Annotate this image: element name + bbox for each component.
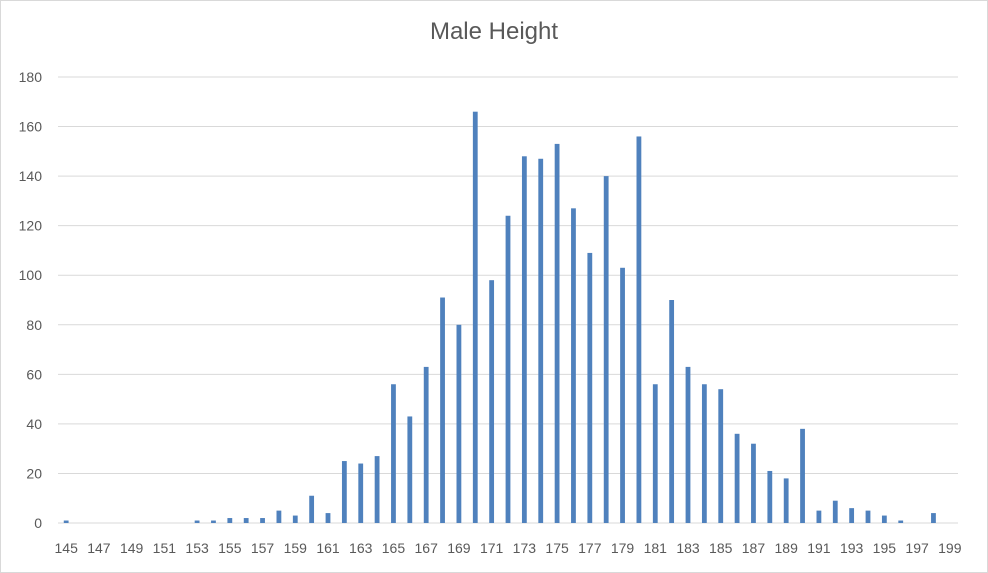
y-tick-label: 20	[26, 465, 42, 481]
bar-181	[652, 384, 658, 523]
x-tick-label: 199	[938, 540, 962, 556]
bar-153	[194, 520, 200, 523]
bar-191	[816, 510, 822, 523]
bar-182	[669, 300, 675, 523]
bar-156	[243, 518, 249, 523]
x-tick-label: 193	[840, 540, 864, 556]
x-tick-label: 181	[644, 540, 668, 556]
bar-170	[472, 111, 478, 523]
x-tick-label: 145	[55, 540, 79, 556]
bar-161	[325, 513, 331, 523]
x-tick-label: 147	[87, 540, 111, 556]
bar-157	[260, 518, 265, 523]
x-tick-label: 155	[218, 540, 242, 556]
bar-194	[865, 510, 871, 523]
x-tick-label: 185	[709, 540, 733, 556]
bar-178	[603, 176, 609, 523]
bar-154	[211, 520, 216, 523]
x-tick-label: 161	[316, 540, 340, 556]
x-tick-label: 163	[349, 540, 373, 556]
bar-187	[751, 443, 756, 523]
x-axis-labels: 145 147 149 151 153 155 157 159 161 163 165 167 169 1…	[55, 540, 962, 556]
y-tick-label: 140	[19, 168, 43, 184]
x-tick-label: 173	[513, 540, 537, 556]
bar-155	[227, 518, 233, 523]
bar-172	[505, 215, 511, 523]
y-axis-labels: 0 20 40 60 80 100 120 140 160 180	[19, 69, 43, 531]
bar-183	[685, 366, 691, 523]
bar-169	[456, 324, 462, 523]
bar-196	[898, 520, 904, 523]
bar-162	[341, 461, 347, 523]
x-tick-label: 151	[153, 540, 177, 556]
x-tick-label: 191	[807, 540, 831, 556]
x-tick-label: 189	[775, 540, 799, 556]
bar-180	[636, 136, 642, 523]
bar-160	[309, 495, 315, 523]
bar-188	[767, 470, 773, 523]
bar-163	[358, 463, 364, 523]
bar-165	[391, 384, 396, 523]
x-tick-label: 171	[480, 540, 504, 556]
x-tick-label: 197	[905, 540, 929, 556]
y-tick-label: 120	[19, 218, 43, 234]
x-tick-label: 175	[545, 540, 569, 556]
y-tick-label: 0	[34, 515, 42, 531]
bar-145	[63, 520, 69, 523]
x-tick-label: 159	[284, 540, 308, 556]
x-tick-label: 195	[873, 540, 897, 556]
bar-190	[800, 428, 805, 523]
x-tick-label: 177	[578, 540, 602, 556]
bar-159	[292, 515, 298, 523]
bar-171	[489, 280, 495, 523]
x-tick-label: 179	[611, 540, 635, 556]
bar-193	[849, 508, 855, 523]
x-tick-label: 167	[415, 540, 439, 556]
bars	[63, 111, 936, 524]
bar-198	[931, 513, 936, 523]
x-tick-label: 157	[251, 540, 275, 556]
y-tick-label: 160	[19, 119, 43, 135]
bar-175	[554, 143, 560, 523]
bar-174	[538, 158, 544, 523]
bar-164	[374, 456, 380, 523]
bar-158	[276, 510, 282, 523]
bar-177	[587, 252, 593, 523]
chart-title: Male Height	[429, 18, 559, 45]
bar-195	[881, 515, 887, 523]
x-tick-label: 169	[447, 540, 471, 556]
y-tick-label: 60	[26, 366, 42, 382]
x-tick-label: 153	[185, 540, 209, 556]
bar-167	[423, 366, 429, 523]
bar-173	[521, 156, 527, 524]
bar-176	[571, 208, 576, 524]
bar-189	[783, 478, 789, 523]
bar-168	[440, 297, 445, 523]
x-tick-label: 165	[382, 540, 406, 556]
x-tick-label: 183	[676, 540, 700, 556]
y-tick-label: 100	[19, 267, 43, 283]
y-tick-label: 40	[26, 416, 42, 432]
bar-186	[734, 433, 740, 523]
bar-166	[407, 416, 413, 523]
bar-185	[718, 389, 724, 523]
y-tick-label: 80	[26, 317, 42, 333]
bar-179	[620, 267, 625, 523]
y-tick-label: 180	[19, 69, 43, 85]
bar-192	[832, 500, 838, 523]
x-tick-label: 187	[742, 540, 766, 556]
x-tick-label: 149	[120, 540, 144, 556]
bar-184	[701, 384, 707, 523]
